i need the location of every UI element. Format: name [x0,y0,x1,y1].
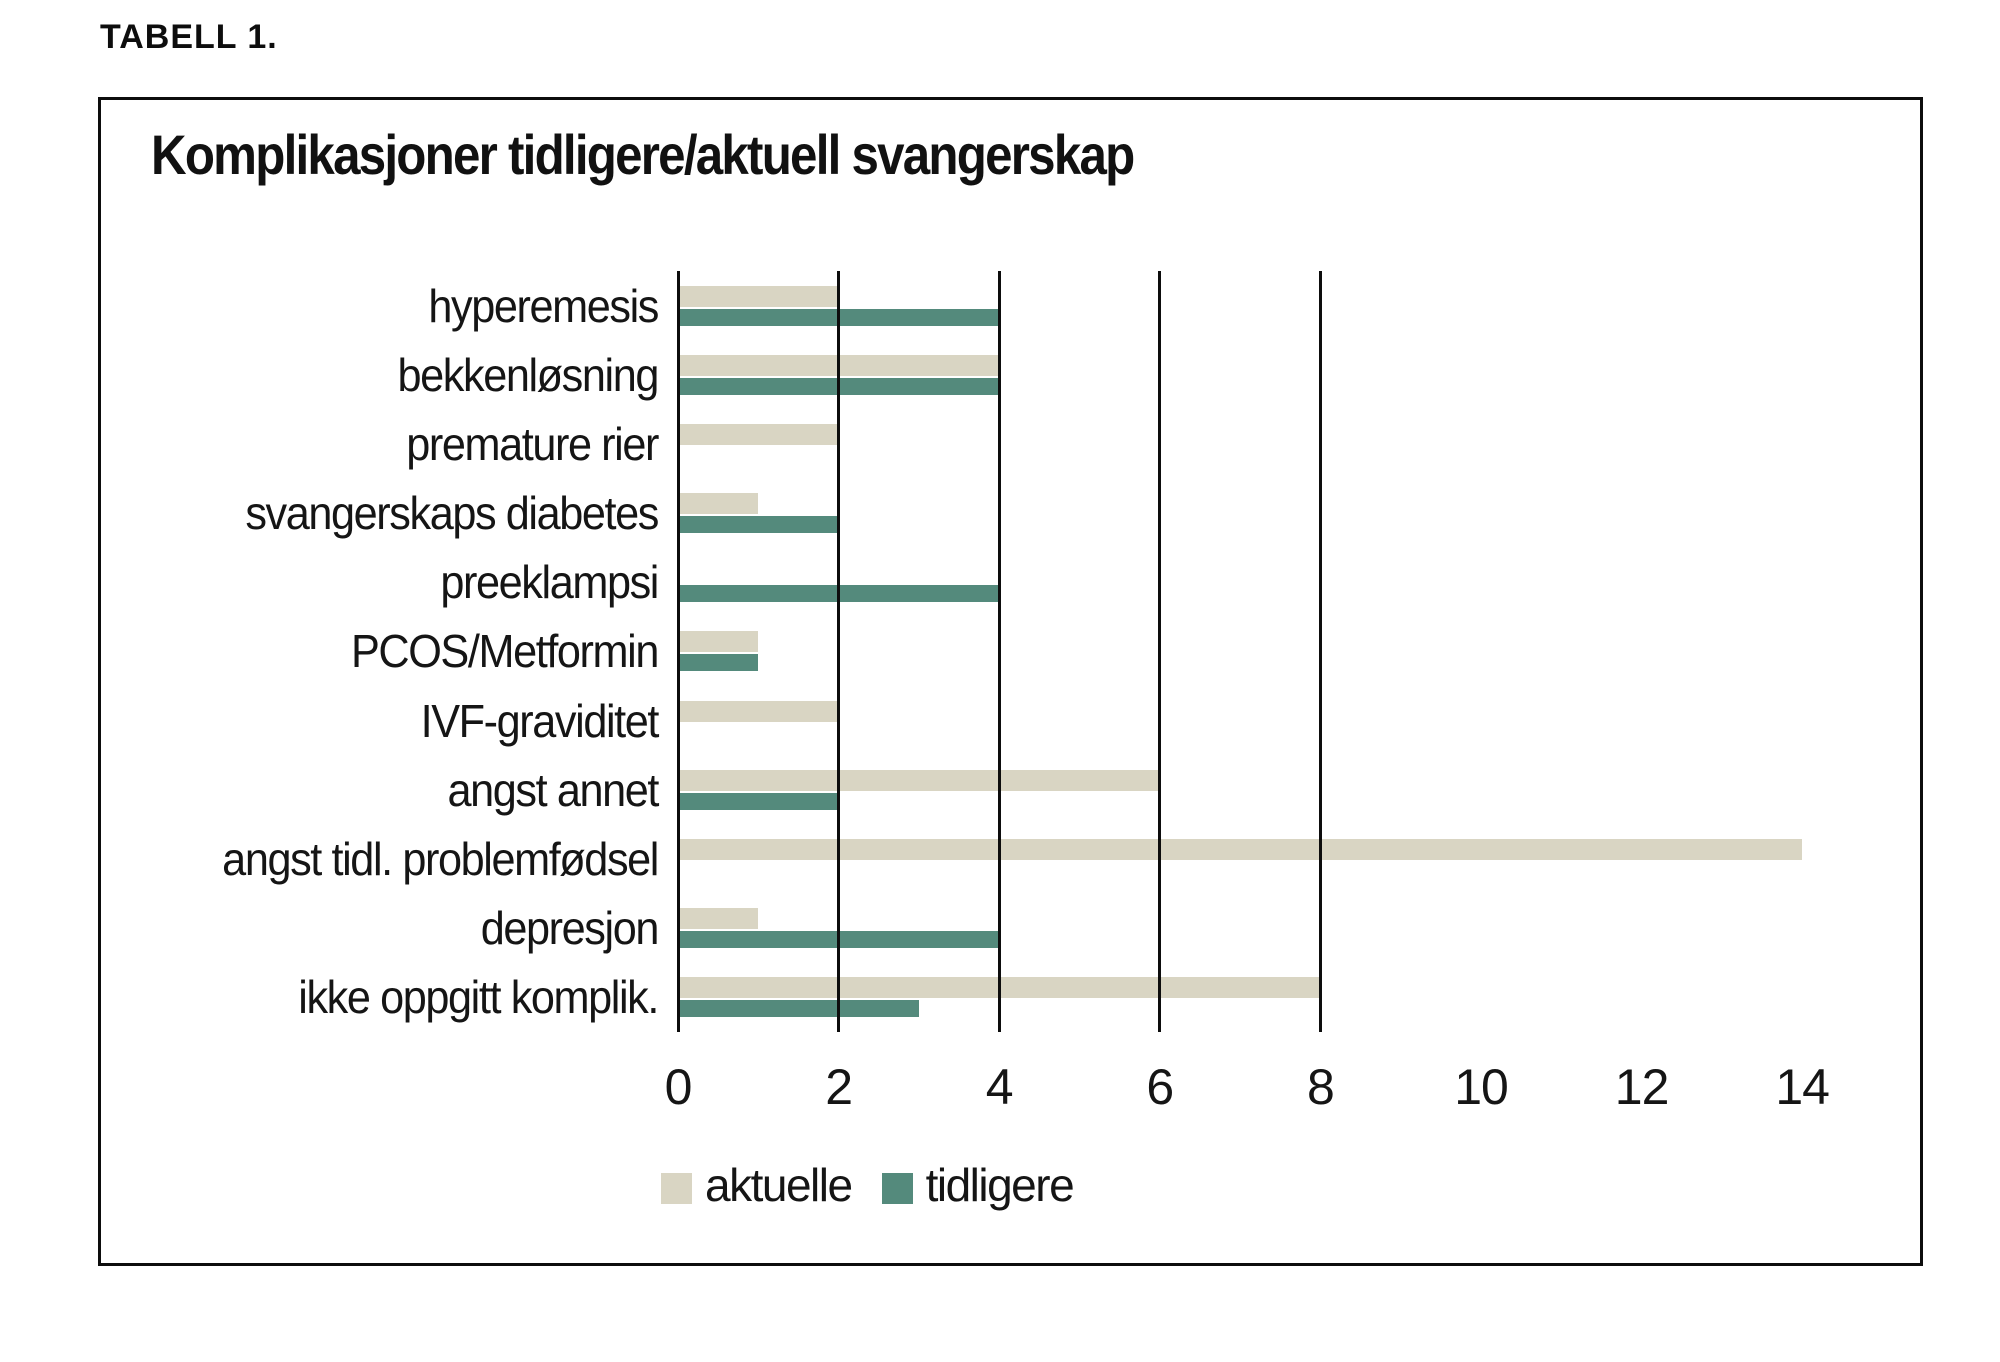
chart-frame: Komplikasjoner tidligere/aktuell svanger… [98,97,1923,1266]
category-label: PCOS/Metformin [350,625,659,678]
bar-row [678,548,1812,617]
bar-row [678,617,1812,686]
legend-label: tidligere [925,1159,1075,1211]
legend-item: tidligere [881,1158,1075,1212]
bar-tidligere [678,792,839,810]
bar-row [678,963,1812,1032]
x-axis-tick-label: 8 [1306,1059,1335,1115]
bar-tidligere [678,1000,919,1018]
x-axis-tick-label: 14 [1775,1059,1830,1115]
bar-row [678,686,1812,755]
bar-aktuelle [678,423,839,445]
bar-aktuelle [678,700,839,722]
category-label: angst annet [447,763,660,816]
legend-label: aktuelle [705,1159,853,1211]
category-label: hyperemesis [428,279,659,332]
category-label: preeklampsi [440,556,659,609]
x-axis-tick-label: 4 [985,1059,1014,1115]
bar-row [678,479,1812,548]
bar-aktuelle [678,769,1160,791]
bar-aktuelle [678,839,1803,861]
gridline [1318,271,1322,1032]
x-axis-tick-label: 2 [825,1059,853,1115]
category-label: premature rier [406,417,659,470]
category-label: svangerskaps diabetes [245,487,659,540]
category-label: ikke oppgitt komplik. [298,971,659,1024]
bar-row [678,894,1812,963]
bar-row [678,340,1812,409]
bar-aktuelle [678,493,759,515]
legend-item: aktuelle [661,1158,853,1212]
bar-aktuelle [678,631,759,653]
gridline [997,271,1001,1032]
bar-tidligere [678,516,839,534]
x-axis-tick-label: 12 [1614,1059,1670,1115]
category-label: bekkenløsning [397,348,660,401]
bar-row [678,755,1812,824]
bar-aktuelle [678,908,759,930]
bar-tidligere [678,654,759,672]
category-label: depresjon [480,902,660,955]
bar-aktuelle [678,285,839,307]
bar-row [678,271,1812,340]
x-axis-tick-label: 6 [1146,1059,1174,1115]
bar-row [678,409,1812,478]
gridline [1158,271,1162,1032]
x-axis-tick-label: 10 [1454,1059,1509,1115]
chart-title: Komplikasjoner tidligere/aktuell svanger… [151,123,1135,186]
legend-swatch-aktuelle [661,1172,692,1204]
category-label: angst tidl. problemfødsel [222,833,659,886]
gridline [837,271,841,1032]
category-label: IVF-graviditet [420,694,660,747]
gridline [676,271,680,1032]
legend: aktuelle tidligere [661,1158,1075,1212]
legend-swatch-tidligere [881,1172,913,1204]
bar-row [678,824,1812,893]
x-axis-tick-label: 0 [664,1059,693,1115]
table-tag: TABELL 1. [100,18,278,56]
